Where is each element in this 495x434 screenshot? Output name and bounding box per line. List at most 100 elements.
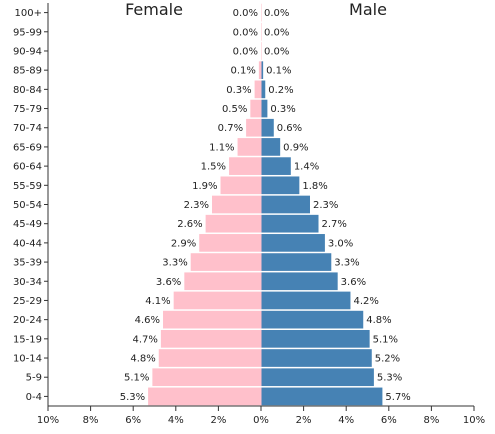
female-value-label-85-89: 0.1%	[230, 66, 255, 77]
female-bar-0-4	[148, 387, 262, 406]
female-value-label-30-34: 3.6%	[156, 277, 181, 288]
male-value-label-85-89: 0.1%	[266, 66, 291, 77]
female-value-label-15-19: 4.7%	[132, 334, 157, 345]
x-tick-label: 8%	[83, 415, 99, 426]
male-bar-35-39	[261, 253, 332, 271]
male-bar-15-19	[261, 329, 370, 348]
female-bar-70-74	[246, 118, 262, 137]
female-bar-55-59	[220, 176, 262, 195]
male-value-label-75-79: 0.3%	[270, 104, 295, 115]
male-value-label-5-9: 5.3%	[377, 373, 402, 384]
female-bar-95-99	[261, 22, 262, 41]
y-tick-label-40-44: 40-44	[13, 238, 42, 249]
male-bar-65-69	[261, 138, 281, 156]
female-bar-30-34	[184, 272, 262, 291]
y-tick-label-25-29: 25-29	[13, 296, 42, 307]
male-bar-0-4	[261, 387, 383, 406]
y-tick-label-95-99: 95-99	[13, 27, 42, 38]
x-tick-label: 6%	[125, 415, 141, 426]
male-value-label-90-94: 0.0%	[264, 46, 289, 57]
female-value-label-25-29: 4.1%	[145, 296, 170, 307]
male-bar-45-49	[261, 214, 319, 233]
male-value-label-95-99: 0.0%	[264, 27, 289, 38]
x-tick-label: 4%	[338, 415, 354, 426]
male-bar-10-14	[261, 349, 372, 367]
female-bar-25-29	[173, 291, 262, 310]
female-bar-100+	[261, 3, 262, 22]
y-tick-label-55-59: 55-59	[13, 181, 42, 192]
male-bar-80-84	[261, 80, 266, 99]
male-value-label-10-14: 5.2%	[375, 354, 400, 365]
y-tick-label-30-34: 30-34	[13, 277, 42, 288]
y-tick-label-85-89: 85-89	[13, 66, 42, 77]
male-value-label-65-69: 0.9%	[283, 142, 308, 153]
female-value-label-45-49: 2.6%	[177, 219, 202, 230]
y-tick-label-0-4: 0-4	[26, 392, 42, 403]
female-bar-15-19	[160, 329, 262, 348]
male-value-label-45-49: 2.7%	[322, 219, 347, 230]
y-tick-label-80-84: 80-84	[13, 85, 42, 96]
female-value-label-50-54: 2.3%	[184, 200, 209, 211]
male-value-label-70-74: 0.6%	[277, 123, 302, 134]
y-tick-label-65-69: 65-69	[13, 142, 42, 153]
x-tick-label: 0%	[253, 415, 269, 426]
male-bar-60-64	[261, 157, 291, 175]
y-tick-label-90-94: 90-94	[13, 46, 42, 57]
y-tick-label-100+: 100+	[15, 8, 42, 19]
female-bar-45-49	[205, 214, 262, 233]
male-value-label-15-19: 5.1%	[373, 334, 398, 345]
male-value-label-55-59: 1.8%	[302, 181, 327, 192]
male-bar-30-34	[261, 272, 338, 291]
male-value-label-50-54: 2.3%	[313, 200, 338, 211]
male-bar-25-29	[261, 291, 351, 310]
male-value-label-35-39: 3.3%	[334, 258, 359, 269]
female-bar-85-89	[258, 61, 262, 80]
male-bar-40-44	[261, 234, 325, 252]
female-value-label-70-74: 0.7%	[218, 123, 243, 134]
female-value-label-65-69: 1.1%	[209, 142, 234, 153]
x-tick-label: 8%	[423, 415, 439, 426]
female-bar-65-69	[237, 138, 262, 156]
female-bar-75-79	[250, 99, 262, 118]
y-tick-label-10-14: 10-14	[13, 354, 42, 365]
male-bar-85-89	[261, 61, 264, 80]
female-value-label-60-64: 1.5%	[201, 162, 226, 173]
male-bar-5-9	[261, 368, 374, 387]
female-value-label-10-14: 4.8%	[130, 354, 155, 365]
y-tick-label-45-49: 45-49	[13, 219, 42, 230]
male-value-label-0-4: 5.7%	[385, 392, 410, 403]
x-tick-label: 10%	[37, 415, 59, 426]
male-value-label-80-84: 0.2%	[268, 85, 293, 96]
male-value-label-20-24: 4.8%	[366, 315, 391, 326]
y-tick-label-60-64: 60-64	[13, 162, 42, 173]
female-bar-80-84	[254, 80, 262, 99]
male-bar-70-74	[261, 118, 274, 137]
female-value-label-90-94: 0.0%	[233, 46, 258, 57]
y-tick-label-5-9: 5-9	[26, 373, 42, 384]
x-tick-label: 10%	[463, 415, 485, 426]
female-bar-40-44	[199, 234, 262, 252]
y-tick-label-20-24: 20-24	[13, 315, 42, 326]
male-value-label-25-29: 4.2%	[353, 296, 378, 307]
female-bar-10-14	[158, 349, 262, 367]
female-value-label-75-79: 0.5%	[222, 104, 247, 115]
y-tick-label-50-54: 50-54	[13, 200, 42, 211]
x-tick-label: 4%	[168, 415, 184, 426]
female-value-label-95-99: 0.0%	[233, 27, 258, 38]
y-tick-label-75-79: 75-79	[13, 104, 42, 115]
male-value-label-40-44: 3.0%	[328, 238, 353, 249]
y-tick-label-35-39: 35-39	[13, 258, 42, 269]
female-bar-35-39	[190, 253, 262, 271]
female-value-label-40-44: 2.9%	[171, 238, 196, 249]
y-tick-label-70-74: 70-74	[13, 123, 42, 134]
male-value-label-60-64: 1.4%	[294, 162, 319, 173]
female-bar-50-54	[212, 195, 262, 214]
bars-layer	[148, 3, 383, 406]
female-bar-20-24	[163, 310, 262, 329]
male-bar-55-59	[261, 176, 300, 195]
x-tick-label: 2%	[210, 415, 226, 426]
labels-layer: 5.3% 5.7% 5.1% 5.3% 4.8% 5.2% 4.7% 5.1% 4.6% 4.8%…	[120, 8, 411, 403]
female-value-label-80-84: 0.3%	[226, 85, 251, 96]
female-bar-60-64	[229, 157, 262, 175]
